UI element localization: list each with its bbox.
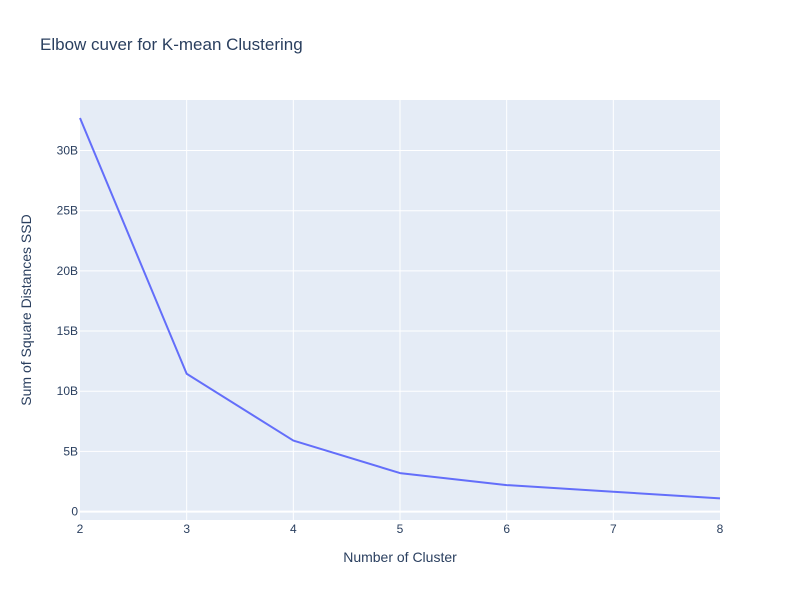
series-layer	[79, 117, 721, 500]
x-tick-label: 6	[503, 522, 510, 536]
x-tick-label: 8	[717, 522, 724, 536]
chart-title: Elbow cuver for K-mean Clustering	[40, 35, 303, 54]
y-grid	[80, 150, 720, 513]
x-axis-title: Number of Cluster	[343, 549, 457, 565]
y-tick-label: 15B	[57, 324, 78, 338]
x-tick-labels: 2 3 4 5 6 7 8	[77, 522, 724, 536]
y-tick-label: 25B	[57, 204, 78, 218]
y-tick-label: 20B	[57, 264, 78, 278]
y-axis-title: Sum of Square Distances SSD	[18, 214, 34, 405]
series-line	[79, 117, 721, 500]
y-tick-label: 10B	[57, 384, 78, 398]
y-tick-labels: 0 5B 10B 15B 20B 25B 30B	[57, 144, 79, 519]
y-tick-label: 30B	[57, 144, 78, 158]
x-tick-label: 7	[610, 522, 617, 536]
x-tick-label: 3	[183, 522, 190, 536]
x-tick-label: 5	[397, 522, 404, 536]
x-tick-label: 4	[290, 522, 297, 536]
x-grid	[186, 100, 614, 520]
y-tick-label: 0	[71, 505, 78, 519]
x-tick-label: 2	[77, 522, 84, 536]
y-tick-label: 5B	[63, 444, 78, 458]
